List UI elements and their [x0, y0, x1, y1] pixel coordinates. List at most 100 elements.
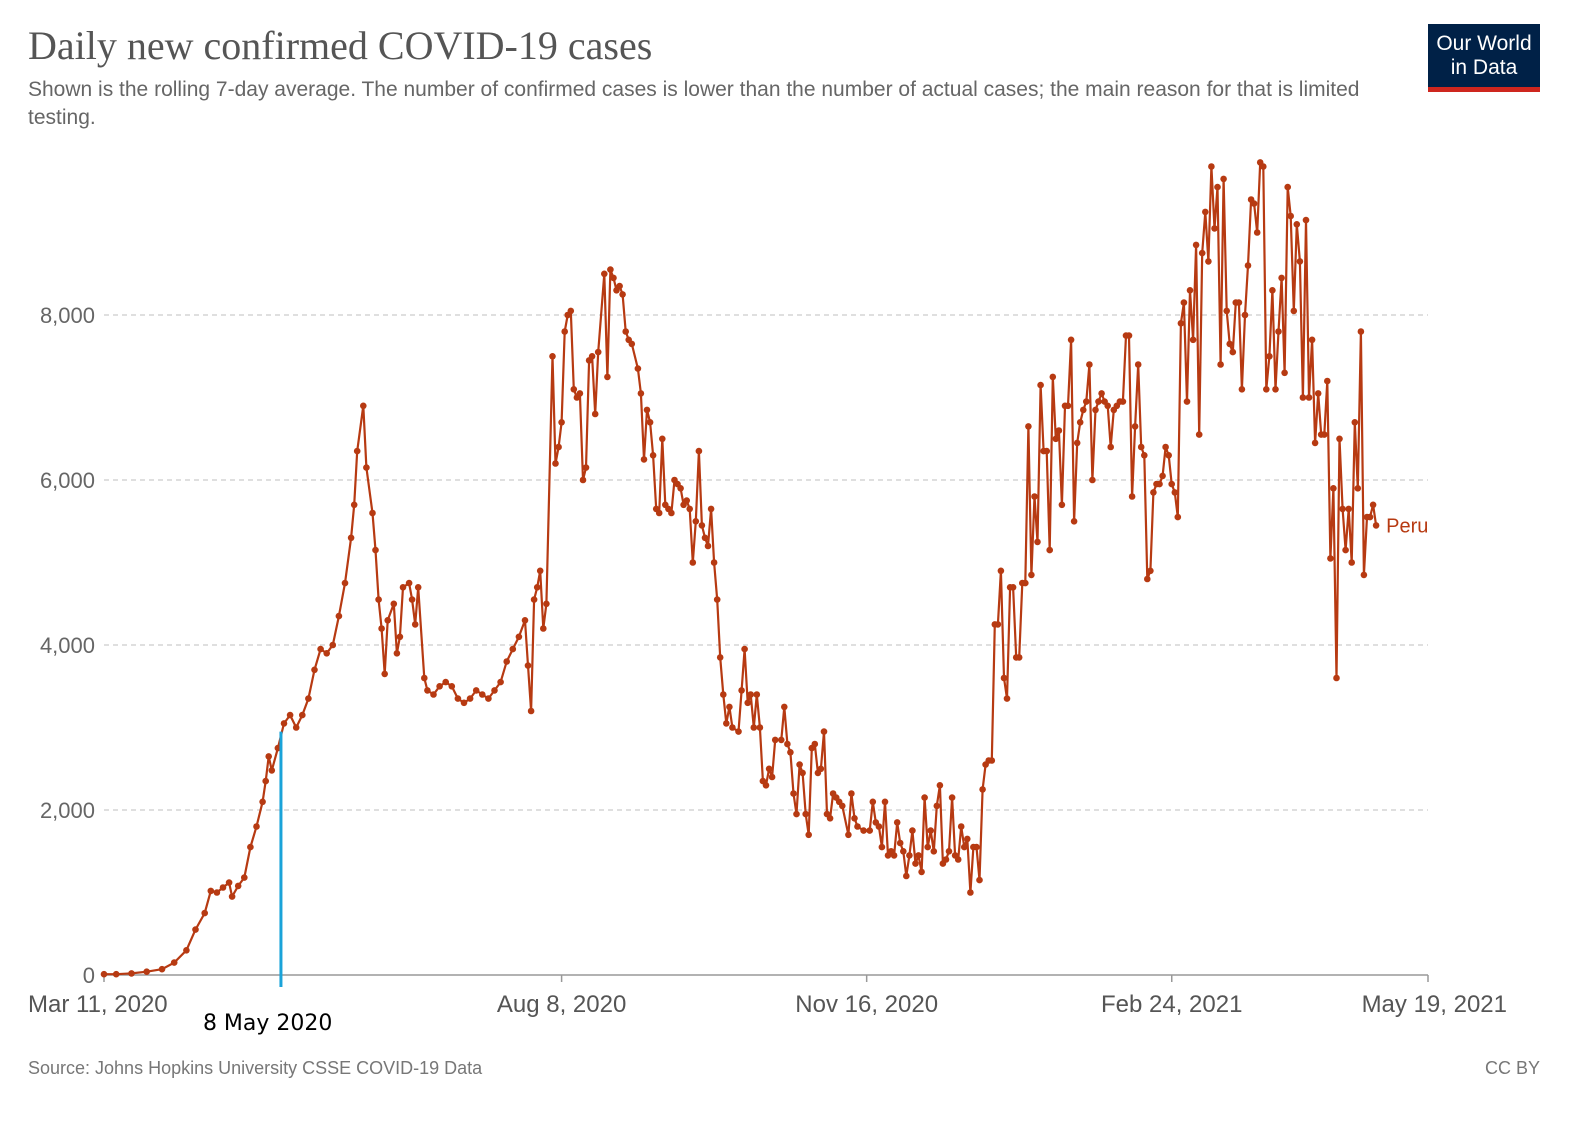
data-point	[347, 534, 355, 542]
data-point	[1278, 274, 1285, 282]
data-point	[900, 848, 907, 855]
data-point	[491, 687, 498, 694]
data-point	[128, 970, 135, 977]
data-point	[384, 617, 392, 624]
data-point	[259, 798, 266, 806]
data-point	[793, 810, 800, 818]
data-point	[1076, 419, 1084, 426]
x-tick-label: Nov 16, 2020	[795, 991, 938, 1018]
data-point	[845, 831, 852, 839]
data-point	[213, 889, 221, 896]
data-point	[942, 856, 950, 863]
data-point	[1205, 258, 1212, 265]
data-point	[1321, 431, 1328, 438]
owid-logo[interactable]: Our World in Data	[1428, 24, 1540, 92]
data-point	[1052, 435, 1060, 443]
data-point	[1244, 262, 1252, 269]
data-point	[802, 810, 809, 818]
data-point	[1260, 163, 1267, 170]
data-point	[576, 390, 584, 397]
y-tick-label: 0	[83, 963, 95, 988]
data-point	[1223, 307, 1230, 315]
data-point	[604, 373, 611, 381]
data-point	[305, 695, 312, 702]
data-point	[112, 970, 120, 978]
data-point	[994, 621, 1002, 628]
data-point	[796, 761, 803, 768]
data-point	[390, 600, 398, 608]
data-point	[805, 831, 812, 839]
data-point	[369, 509, 376, 517]
data-point	[1131, 423, 1139, 430]
data-point	[637, 390, 645, 397]
data-point	[851, 815, 858, 822]
data-point	[1220, 175, 1227, 183]
data-point	[967, 889, 974, 896]
data-point	[768, 773, 776, 781]
data-point	[964, 835, 971, 843]
data-point	[704, 542, 712, 550]
data-point	[280, 720, 288, 727]
data-point	[723, 720, 730, 727]
data-point	[716, 654, 724, 661]
data-point	[1330, 485, 1337, 492]
data-point	[1293, 221, 1301, 228]
data-point	[363, 464, 370, 471]
data-point	[713, 596, 721, 603]
data-point	[299, 711, 306, 719]
data-point	[341, 579, 349, 587]
data-point	[720, 691, 727, 698]
data-point	[1089, 476, 1096, 484]
data-point	[225, 879, 233, 886]
data-point	[1263, 386, 1270, 393]
data-point	[640, 456, 648, 463]
logo-line-2: in Data	[1450, 56, 1518, 79]
data-point	[912, 860, 919, 867]
data-point	[695, 447, 703, 455]
data-point	[1183, 398, 1191, 405]
data-point	[1357, 328, 1365, 335]
data-point	[896, 839, 904, 847]
data-point	[915, 852, 922, 859]
data-point	[588, 353, 596, 360]
y-tick-label: 8,000	[40, 303, 95, 328]
data-point	[1186, 287, 1194, 294]
data-point	[503, 658, 511, 665]
data-point	[543, 600, 550, 608]
data-point	[1266, 353, 1273, 360]
data-point	[927, 827, 934, 834]
data-point	[1290, 307, 1298, 315]
data-point	[954, 856, 962, 863]
data-point	[317, 645, 324, 653]
data-point	[973, 843, 980, 851]
data-point	[921, 794, 928, 801]
data-point	[579, 476, 587, 484]
data-point	[945, 848, 953, 855]
data-point	[436, 683, 443, 690]
data-point	[1339, 505, 1346, 513]
data-point	[591, 410, 599, 418]
data-point	[201, 909, 208, 917]
license-link[interactable]: CC BY	[1484, 1058, 1540, 1078]
data-point	[686, 505, 693, 513]
data-point	[1372, 522, 1380, 529]
data-point	[762, 782, 770, 789]
data-point	[183, 947, 190, 954]
data-point	[784, 740, 791, 748]
data-point	[1299, 394, 1307, 401]
data-point	[1226, 340, 1233, 348]
data-point	[1211, 225, 1218, 232]
data-point	[689, 559, 697, 566]
data-point	[918, 868, 925, 876]
data-point	[1180, 299, 1188, 306]
data-point	[1189, 336, 1197, 344]
data-point	[1003, 695, 1011, 702]
data-point	[930, 848, 938, 855]
x-axis: Mar 11, 2020 Aug 8, 2020 Nov 16, 2020 Feb 2…	[28, 974, 1507, 1018]
data-point	[1195, 431, 1203, 438]
data-point	[561, 328, 568, 335]
data-point	[1144, 575, 1151, 583]
data-point	[890, 852, 898, 859]
x-tick-label: Mar 11, 2020	[28, 991, 168, 1018]
data-point	[442, 678, 450, 686]
